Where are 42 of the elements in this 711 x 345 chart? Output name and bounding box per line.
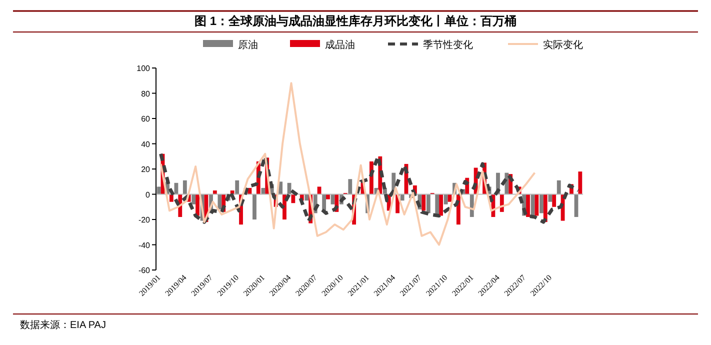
- bar: [196, 194, 200, 216]
- bar: [526, 194, 530, 217]
- chart-title: 图 1：全球原油与成品油显性库存月环比变化丨单位：百万桶: [194, 14, 517, 28]
- y-tick-label: 0: [146, 190, 151, 200]
- bar: [252, 194, 256, 220]
- y-tick-label: 100: [136, 64, 151, 73]
- y-tick-label: 40: [141, 140, 151, 149]
- line-series: [159, 152, 580, 224]
- bar: [444, 194, 448, 204]
- bar: [534, 194, 539, 216]
- y-tick-label: 60: [141, 114, 151, 124]
- bar: [548, 194, 552, 202]
- bar: [578, 172, 582, 194]
- legend-label: 原油: [238, 39, 258, 51]
- bar: [552, 194, 556, 207]
- legend-label: 季节性变化: [423, 39, 473, 51]
- bar: [556, 180, 561, 194]
- y-tick-label: -20: [138, 216, 151, 224]
- source-note: 数据来源：EIA PAJ: [20, 319, 106, 331]
- bar: [212, 190, 217, 194]
- bar: [156, 186, 161, 194]
- bar: [261, 188, 266, 194]
- bar: [192, 194, 196, 204]
- bar: [426, 194, 430, 214]
- legend-label: 成品油: [325, 39, 355, 51]
- bar: [218, 194, 222, 210]
- bar: [182, 180, 187, 194]
- bar: [435, 194, 440, 214]
- bar: [169, 194, 174, 202]
- line-series: [160, 82, 536, 246]
- legend-label: 实际变化: [543, 39, 583, 51]
- bar: [235, 180, 240, 194]
- y-tick-label: 80: [141, 89, 151, 98]
- bar: [348, 179, 352, 194]
- y-tick-label: 20: [141, 165, 151, 174]
- y-tick-label: -60: [138, 266, 151, 275]
- y-tick-label: -40: [138, 240, 151, 250]
- bar: [422, 194, 426, 211]
- bar: [326, 194, 330, 200]
- bar: [439, 194, 443, 216]
- bar: [540, 194, 544, 214]
- bar: [291, 194, 296, 204]
